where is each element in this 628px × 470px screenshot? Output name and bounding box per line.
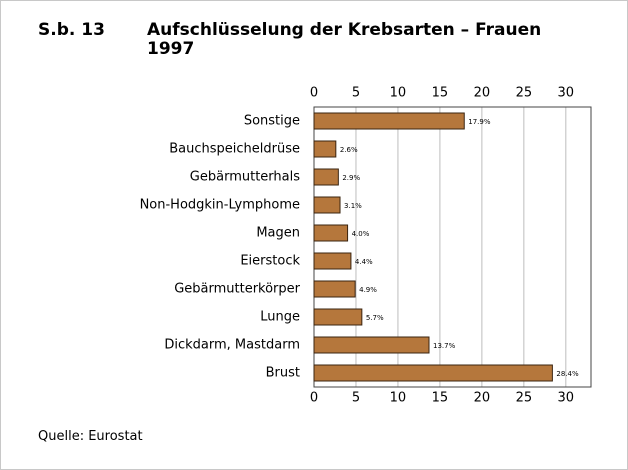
data-label: 17.9% [468,118,491,126]
x-tick-label: 5 [352,391,360,406]
y-tick-label: Sonstige [244,114,300,129]
data-label: 4.0% [352,230,370,238]
source: Quelle: Eurostat [38,429,143,444]
bar [313,112,465,130]
data-label: 2.6% [340,146,358,154]
data-label: 13.7% [433,342,456,350]
y-tick-label: Gebärmutterhals [190,170,300,185]
x-tick-label: 10 [390,86,407,101]
x-tick-label: 0 [310,86,318,101]
bar [313,308,363,326]
x-tick-label: 15 [432,86,449,101]
data-label: 4.4% [355,258,373,266]
x-tick-label: 5 [352,86,360,101]
bar [313,196,341,214]
bar [313,336,430,354]
x-tick-label: 25 [516,86,533,101]
x-tick-label: 0 [310,391,318,406]
y-tick-label: Gebärmutterkörper [174,282,300,297]
chart-title: Aufschlüsselung der Krebsarten – Frauen … [147,20,542,59]
data-label: 4.9% [359,286,377,294]
x-tick-label: 10 [390,391,407,406]
y-tick-label: Eierstock [240,254,300,269]
bar [313,168,339,186]
y-tick-label: Non-Hodgkin-Lymphome [140,198,300,213]
x-tick-label: 15 [432,391,449,406]
bar [313,140,337,158]
chart-label: S.b. 13 [38,20,105,40]
x-tick-label: 20 [474,86,491,101]
data-label: 5.7% [366,314,384,322]
bar [313,280,356,298]
y-tick-label: Bauchspeicheldrüse [169,142,300,157]
data-label: 28.4% [556,370,579,378]
bar [313,252,352,270]
x-tick-label: 25 [516,391,533,406]
data-label: 2.9% [342,174,360,182]
x-tick-label: 20 [474,391,491,406]
bar [313,364,553,382]
y-tick-label: Lunge [260,310,300,325]
data-label: 3.1% [344,202,362,210]
bar [313,224,349,242]
x-tick-label: 30 [558,391,575,406]
y-tick-label: Magen [256,226,300,241]
y-tick-label: Dickdarm, Mastdarm [164,338,300,353]
y-tick-label: Brust [266,366,300,381]
plot-frame [313,106,592,388]
x-tick-label: 30 [558,86,575,101]
